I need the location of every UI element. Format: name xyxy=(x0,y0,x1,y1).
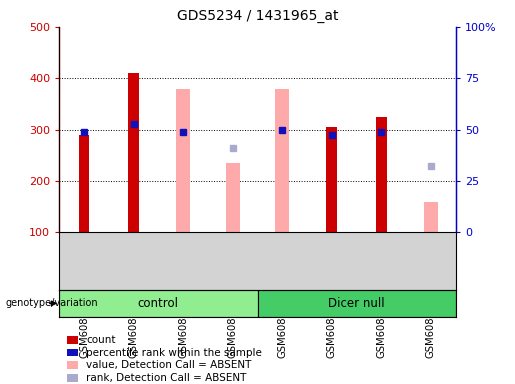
Bar xyxy=(176,88,190,232)
Bar xyxy=(226,163,239,232)
Text: Dicer null: Dicer null xyxy=(329,297,385,310)
Bar xyxy=(79,135,90,232)
Text: percentile rank within the sample: percentile rank within the sample xyxy=(86,348,262,358)
Title: GDS5234 / 1431965_at: GDS5234 / 1431965_at xyxy=(177,9,338,23)
Bar xyxy=(128,73,139,232)
Bar xyxy=(258,290,456,317)
Bar xyxy=(276,88,289,232)
Text: control: control xyxy=(138,297,179,310)
Text: value, Detection Call = ABSENT: value, Detection Call = ABSENT xyxy=(86,360,251,370)
Bar xyxy=(59,290,258,317)
Bar xyxy=(376,117,387,232)
Text: count: count xyxy=(86,335,115,345)
Text: genotype/variation: genotype/variation xyxy=(5,298,98,308)
Bar xyxy=(424,202,438,232)
Bar xyxy=(327,127,337,232)
Text: rank, Detection Call = ABSENT: rank, Detection Call = ABSENT xyxy=(86,373,246,383)
